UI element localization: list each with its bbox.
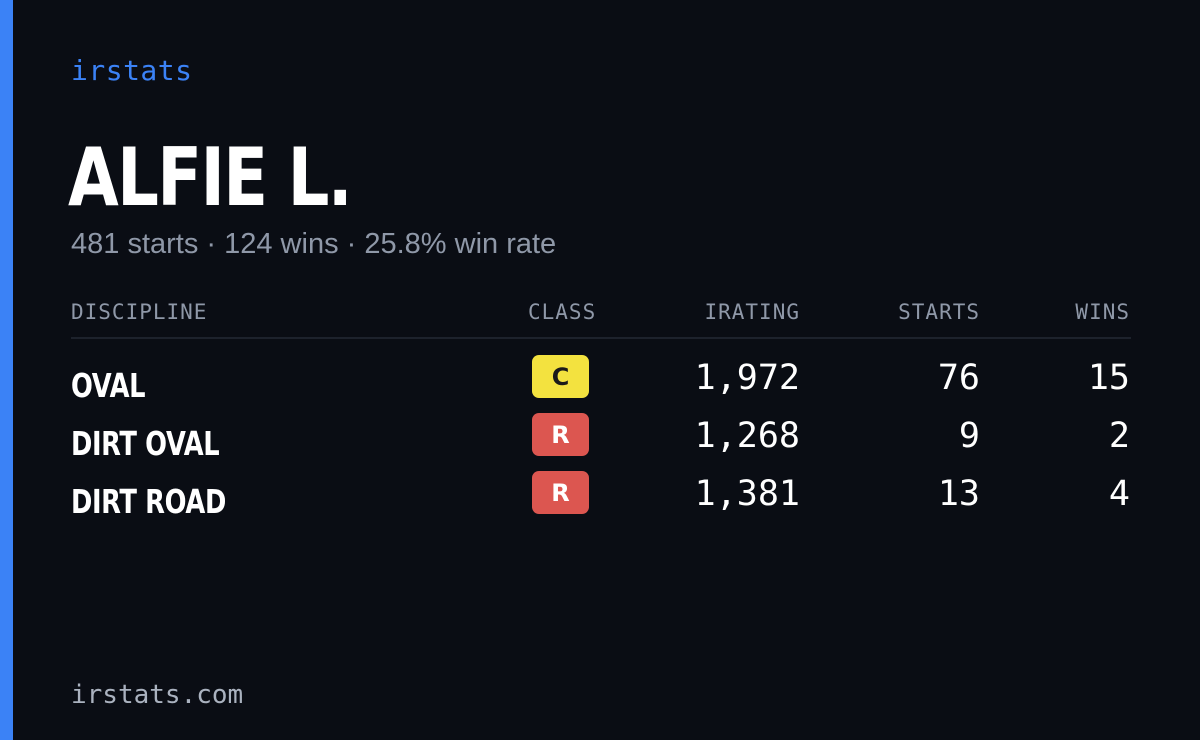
- footer-url: irstats.com: [71, 680, 244, 710]
- wins-value: 15: [1087, 358, 1130, 398]
- discipline-name: DIRT ROAD: [71, 482, 226, 521]
- discipline-name: DIRT OVAL: [71, 424, 220, 463]
- table-row: DIRT OVAL R 1,268 9 2: [71, 412, 1131, 470]
- starts-value: 13: [937, 474, 980, 514]
- irating-value: 1,381: [694, 474, 800, 514]
- irating-value: 1,972: [694, 358, 800, 398]
- header-irating: IRATING: [704, 300, 800, 324]
- license-class-badge: R: [532, 413, 589, 456]
- license-class-badge: R: [532, 471, 589, 514]
- irating-value: 1,268: [694, 416, 800, 456]
- wins-value: 4: [1108, 474, 1130, 514]
- table-header: DISCIPLINE CLASS IRATING STARTS WINS: [71, 297, 1131, 339]
- driver-summary: 481 starts · 124 wins · 25.8% win rate: [71, 228, 557, 260]
- header-wins: WINS: [1075, 300, 1130, 324]
- header-discipline: DISCIPLINE: [71, 300, 208, 324]
- table-body: OVAL C 1,972 76 15 DIRT OVAL R 1,268 9 2…: [71, 354, 1131, 528]
- license-class-badge: C: [532, 355, 589, 398]
- table-row: OVAL C 1,972 76 15: [71, 354, 1131, 412]
- header-class: CLASS: [528, 300, 597, 324]
- discipline-name: OVAL: [71, 366, 146, 405]
- header-starts: STARTS: [898, 300, 980, 324]
- driver-name: ALFIE L.: [68, 131, 353, 224]
- discipline-table: DISCIPLINE CLASS IRATING STARTS WINS OVA…: [71, 297, 1131, 528]
- starts-value: 9: [958, 416, 980, 456]
- brand-logo-text: irstats: [71, 54, 193, 87]
- accent-bar: [0, 0, 13, 740]
- wins-value: 2: [1108, 416, 1130, 456]
- table-row: DIRT ROAD R 1,381 13 4: [71, 470, 1131, 528]
- starts-value: 76: [937, 358, 980, 398]
